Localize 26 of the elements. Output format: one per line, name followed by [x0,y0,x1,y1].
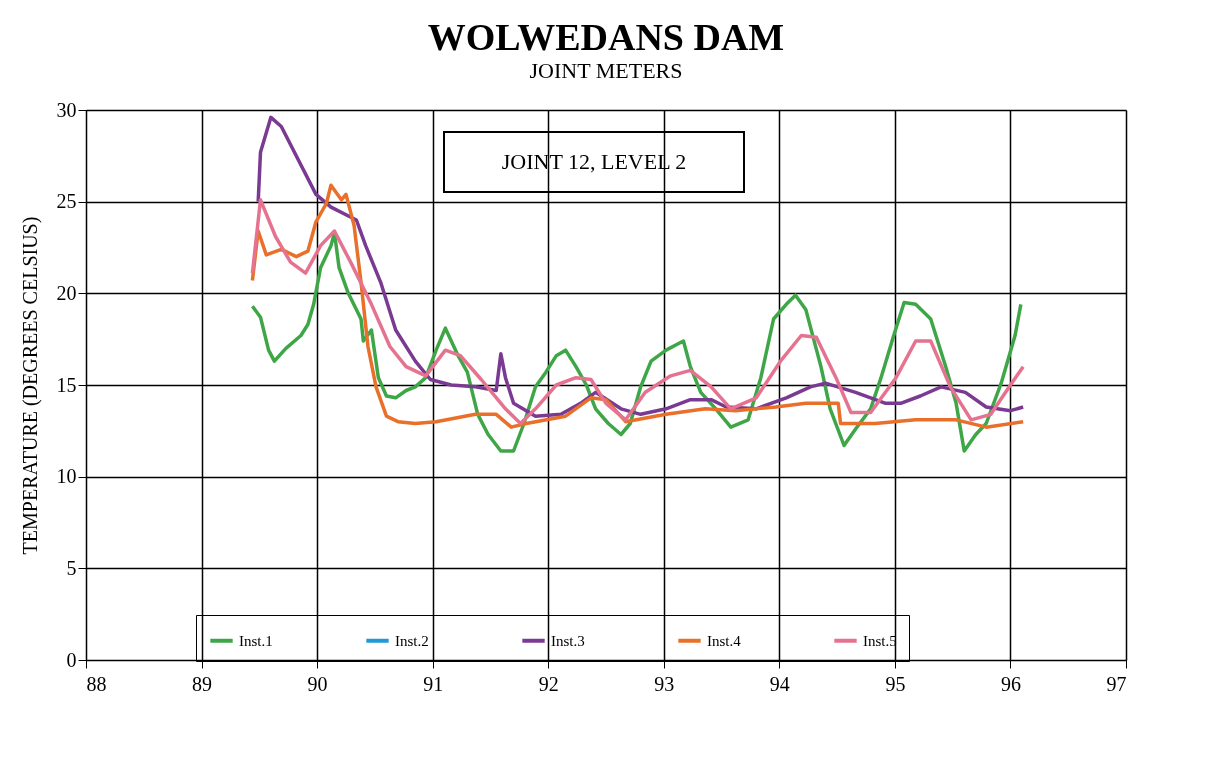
x-tick-label: 91 [423,672,444,695]
x-tick-label: 93 [654,672,675,695]
line-series [256,115,1025,418]
y-tick-label: 15 [56,373,77,396]
chart-subtitle: JOINT METERS [529,58,683,83]
y-tick-label: 0 [66,648,77,671]
x-tick-label: 90 [307,672,328,695]
x-tick-label: 92 [538,672,559,695]
x-tick-label: 89 [192,672,213,695]
x-tick-label: 96 [1000,672,1021,695]
chart-title: WOLWEDANS DAM [427,16,785,58]
y-tick-label: 30 [56,98,77,121]
x-tick-label: 97 [1106,672,1127,695]
y-tick-label: 5 [66,556,77,579]
legend-label: Inst.1 [239,632,273,649]
legend-label: Inst.3 [551,632,585,649]
y-tick-label: 20 [56,281,77,304]
x-tick-label: 95 [885,672,906,695]
x-tick-label: 88 [86,672,107,695]
y-tick-label: 25 [56,190,77,213]
x-tick-label: 94 [769,672,790,695]
y-axis-title: TEMPERATURE (DEGREES CELSIUS) [18,216,42,555]
legend-label: Inst.5 [863,632,897,649]
y-tick-label: 10 [56,465,77,488]
legend-label: Inst.4 [707,632,742,649]
legend-label: Inst.2 [395,632,429,649]
